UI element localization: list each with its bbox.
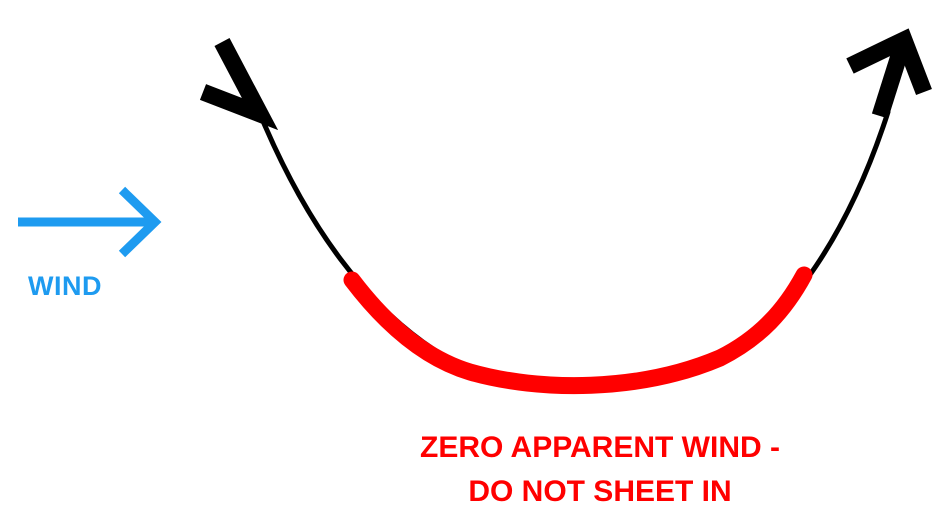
warning-text: ZERO APPARENT WIND - DO NOT SHEET IN	[390, 426, 810, 514]
start-arrow-head-icon	[199, 38, 279, 131]
course-path	[257, 109, 891, 391]
start-chevron	[199, 38, 279, 131]
wind-arrowhead	[118, 186, 162, 258]
warning-line-2: DO NOT SHEET IN	[468, 475, 732, 508]
wind-label: WIND	[28, 271, 102, 301]
wind-arrow-icon	[18, 186, 162, 258]
end-arrow-stem	[871, 37, 913, 119]
end-arrow-head-icon	[846, 28, 932, 119]
warning-line-1: ZERO APPARENT WIND -	[420, 431, 780, 464]
zero-apparent-wind-zone	[343, 266, 813, 395]
